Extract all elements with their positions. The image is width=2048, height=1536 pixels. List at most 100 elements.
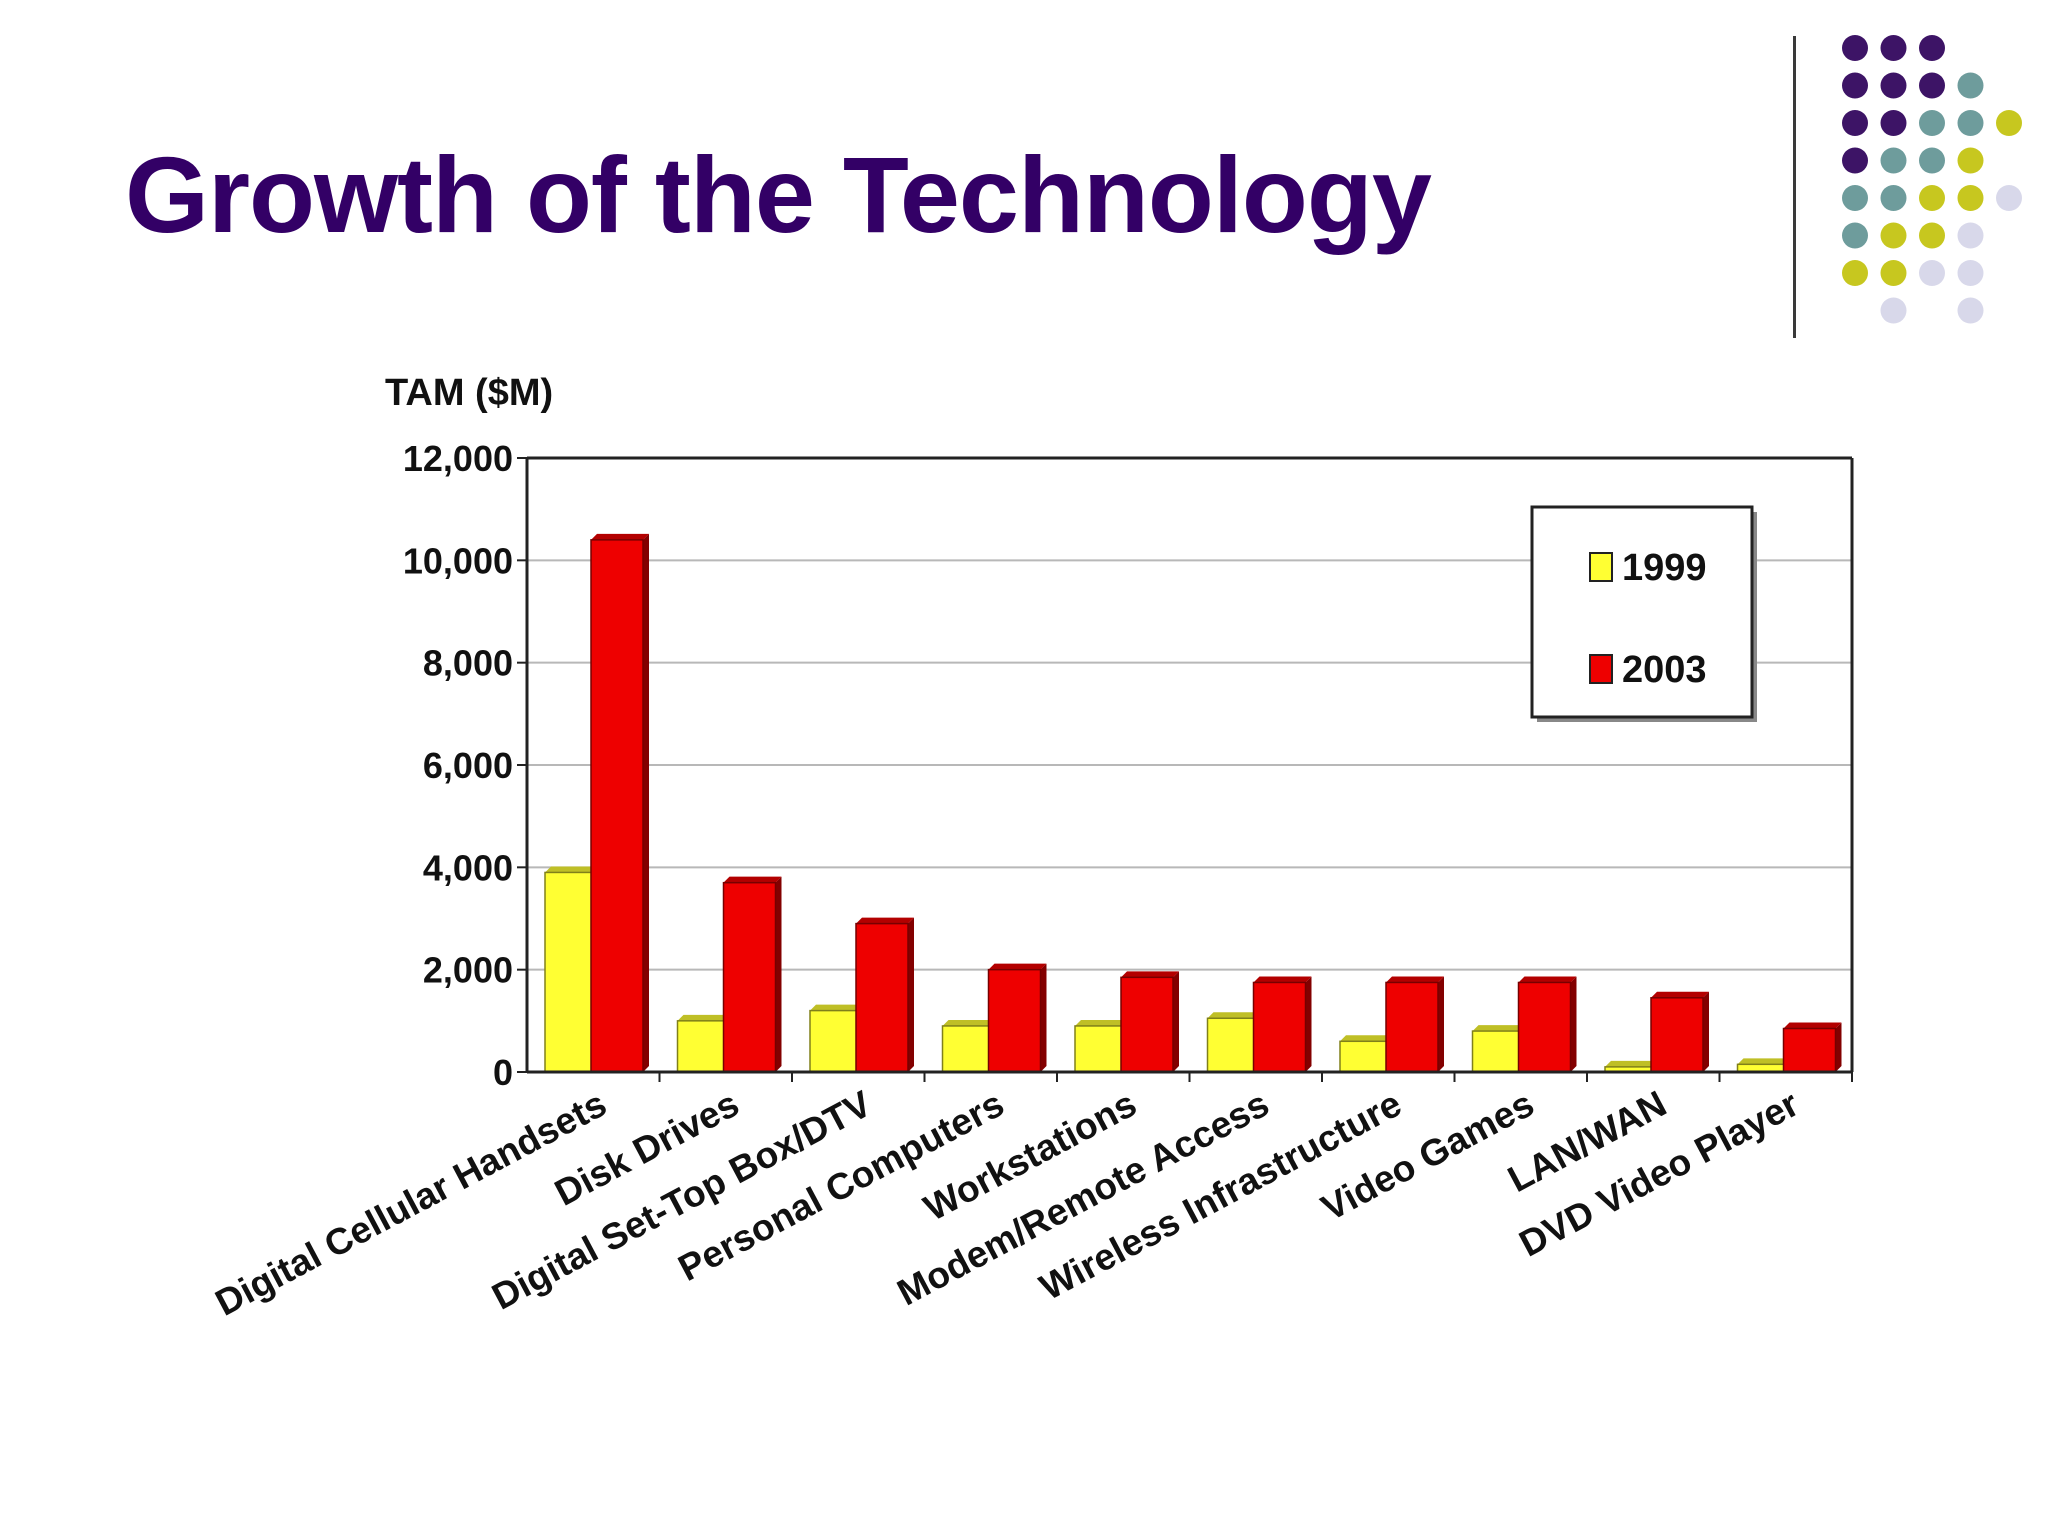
slide-title: Growth of the Technology	[125, 134, 1432, 255]
bar-face	[1782, 1027, 1837, 1073]
decorative-dot	[1996, 185, 2022, 211]
bar-face	[1650, 997, 1704, 1073]
decorative-dot	[1919, 35, 1945, 61]
bar-face	[590, 539, 644, 1073]
bar-2003-4	[987, 963, 1047, 1073]
decorative-dot	[1957, 185, 1984, 211]
y-tick-label: 10,000	[403, 540, 513, 581]
bar-top	[942, 1019, 1001, 1026]
decorative-dot	[1842, 260, 1868, 286]
bar-face	[855, 922, 909, 1073]
y-tick-label: 4,000	[423, 847, 513, 888]
decorative-dot	[1957, 260, 1984, 286]
decorative-dot	[1880, 222, 1907, 249]
decorative-dot	[1957, 297, 1984, 324]
legend-label-2003: 2003	[1622, 649, 1707, 691]
bar-side	[1040, 963, 1047, 1072]
y-tick-label: 8,000	[423, 643, 513, 684]
decorative-dot	[1919, 222, 1945, 249]
bar-face	[722, 881, 777, 1073]
bar-top	[545, 866, 603, 873]
bar-face	[941, 1025, 996, 1073]
bar-side	[1438, 976, 1444, 1072]
bar-top	[723, 876, 782, 883]
y-tick-label: 2,000	[423, 950, 513, 991]
decorative-dot	[1880, 185, 1907, 211]
legend-label-1999: 1999	[1622, 547, 1707, 589]
bar-top	[1075, 1019, 1133, 1026]
bar-2003-10	[1782, 1022, 1842, 1073]
bar-2003-5	[1120, 971, 1179, 1073]
bar-side	[908, 917, 914, 1072]
bar-top	[856, 917, 914, 924]
decorative-dot	[1919, 72, 1945, 99]
decorative-dot	[1957, 72, 1984, 99]
bar-side	[1835, 1022, 1842, 1072]
legend-swatch-1999	[1589, 552, 1613, 582]
decorative-dot	[1842, 110, 1868, 136]
decorative-dot	[1842, 147, 1868, 174]
bar-top	[1518, 976, 1577, 983]
bar-top	[591, 533, 649, 540]
decorative-dot	[1919, 185, 1945, 211]
bar-1999-5	[1074, 1019, 1133, 1073]
bar-side	[1703, 991, 1709, 1072]
bar-face	[1385, 981, 1439, 1073]
bar-top	[1651, 991, 1709, 998]
legend-swatch-2003	[1589, 654, 1613, 684]
bar-side	[643, 533, 649, 1072]
decorative-dot	[1880, 110, 1907, 136]
legend: 1999 2003	[1530, 505, 1757, 722]
decorative-dot	[1880, 297, 1907, 324]
bar-face	[1252, 981, 1307, 1073]
bar-top	[1253, 976, 1312, 983]
bar-face	[809, 1009, 863, 1073]
bar-side	[775, 876, 782, 1072]
bar-top	[1121, 971, 1179, 978]
y-tick-label: 12,000	[403, 438, 513, 479]
decorative-dot	[1842, 72, 1868, 99]
bar-side	[1173, 971, 1179, 1072]
bar-top	[1340, 1035, 1398, 1042]
bar-face	[1471, 1030, 1526, 1073]
decorative-dot	[1957, 222, 1984, 249]
decorative-dot	[1957, 147, 1984, 174]
bar-top	[677, 1014, 736, 1021]
bar-2003-7	[1385, 976, 1444, 1073]
decorative-dot	[1880, 147, 1907, 174]
bar-2003-9	[1650, 991, 1709, 1073]
axes	[517, 456, 1854, 1082]
decorative-dot	[1957, 110, 1984, 136]
decorative-dot	[1842, 185, 1868, 211]
bar-top	[988, 963, 1047, 970]
bar-2003-1	[590, 533, 649, 1073]
bar-2003-3	[855, 917, 914, 1073]
bar-face	[1517, 981, 1572, 1073]
bar-face	[987, 968, 1042, 1073]
bar-1999-7	[1339, 1035, 1398, 1073]
y-tick-label: 6,000	[423, 745, 513, 786]
bar-top	[1737, 1058, 1796, 1065]
bar-top	[810, 1004, 868, 1011]
y-tick-label: 0	[493, 1052, 513, 1093]
decorative-dot	[1919, 147, 1945, 174]
bar-side	[1305, 976, 1312, 1072]
bar-face	[1074, 1025, 1128, 1073]
bar-top	[1207, 1012, 1266, 1019]
bar-top	[1605, 1060, 1663, 1067]
decorative-dot-grid	[1842, 35, 2022, 324]
bar-face	[1339, 1040, 1393, 1073]
bar-face	[1206, 1017, 1261, 1073]
bar-top	[1472, 1025, 1531, 1032]
decorative-dot	[1880, 260, 1907, 286]
y-axis-title: TAM ($M)	[385, 372, 553, 414]
y-tick-labels: 12,000 10,000 8,000 6,000 4,000 2,000 0	[403, 438, 513, 1093]
title-divider	[1793, 36, 1796, 338]
bar-2003-6	[1252, 976, 1312, 1073]
bar-top	[1386, 976, 1444, 983]
bar-2003-2	[722, 876, 782, 1073]
decorative-dot	[1919, 260, 1945, 286]
legend-box	[1530, 505, 1754, 719]
